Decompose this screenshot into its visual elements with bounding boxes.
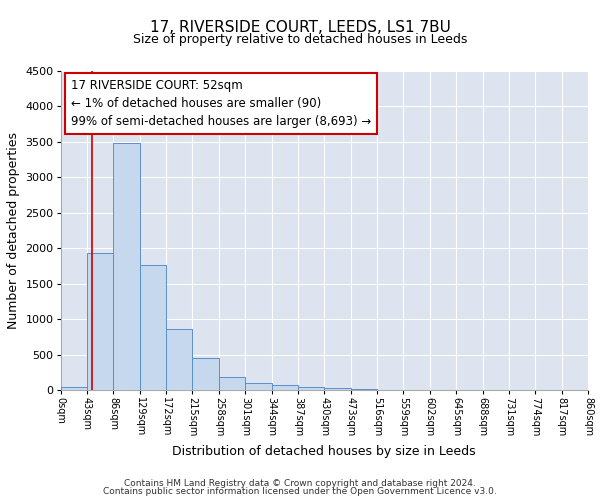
Bar: [350, 389, 377, 390]
Bar: [298, 387, 325, 390]
Text: Size of property relative to detached houses in Leeds: Size of property relative to detached ho…: [133, 33, 467, 46]
Bar: [245, 383, 272, 390]
Bar: [166, 330, 193, 390]
Bar: [193, 358, 219, 390]
Bar: [113, 142, 140, 390]
Bar: [87, 254, 113, 390]
Text: Contains HM Land Registry data © Crown copyright and database right 2024.: Contains HM Land Registry data © Crown c…: [124, 478, 476, 488]
Bar: [61, 387, 87, 390]
Bar: [140, 266, 166, 390]
Text: Contains public sector information licensed under the Open Government Licence v3: Contains public sector information licen…: [103, 487, 497, 496]
Bar: [325, 388, 350, 390]
Bar: [219, 378, 245, 390]
Y-axis label: Number of detached properties: Number of detached properties: [7, 132, 20, 329]
Text: 17 RIVERSIDE COURT: 52sqm
← 1% of detached houses are smaller (90)
99% of semi-d: 17 RIVERSIDE COURT: 52sqm ← 1% of detach…: [71, 79, 371, 128]
Bar: [272, 386, 298, 390]
X-axis label: Distribution of detached houses by size in Leeds: Distribution of detached houses by size …: [173, 445, 476, 458]
Text: 17, RIVERSIDE COURT, LEEDS, LS1 7BU: 17, RIVERSIDE COURT, LEEDS, LS1 7BU: [149, 20, 451, 35]
